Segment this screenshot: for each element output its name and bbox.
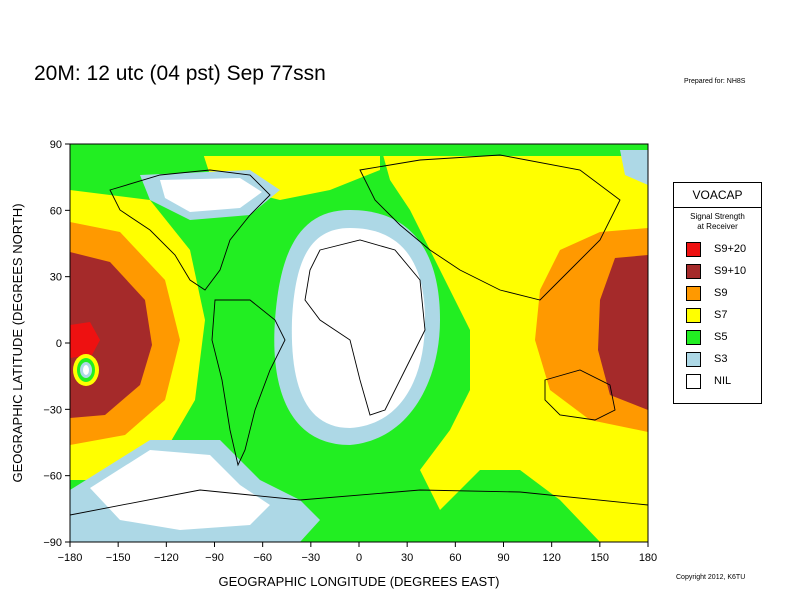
legend-item-s9plus10: S9+10 — [674, 260, 761, 282]
legend-item-s5: S5 — [674, 326, 761, 348]
s9plus20-region-west — [70, 322, 100, 358]
s9plus10-region-east — [598, 255, 648, 410]
legend-label: S3 — [714, 353, 728, 365]
nil-region-north — [160, 178, 262, 212]
prepared-for-note: Prepared for: NH8S — [684, 78, 746, 85]
x-tick-label: 120 — [542, 552, 560, 564]
s3-region-northeast — [620, 150, 648, 185]
legend-item-s7: S7 — [674, 304, 761, 326]
y-tick-label: 0 — [56, 338, 62, 350]
y-tick-label: −90 — [43, 537, 62, 549]
nil-region-south — [90, 450, 270, 530]
x-tick-label: 60 — [449, 552, 461, 564]
australia-outline — [544, 369, 616, 421]
y-tick-label: −60 — [43, 471, 62, 483]
y-tick-label: 30 — [50, 272, 62, 284]
africa-outline — [304, 239, 426, 416]
page-title: 20M: 12 utc (04 pst) Sep 77ssn — [34, 62, 326, 85]
legend-label: S9+10 — [714, 265, 747, 277]
coastlines — [70, 154, 648, 516]
legend-swatch — [686, 263, 701, 279]
legend-item-s9plus20: S9+20 — [674, 238, 761, 260]
legend-label: S9+20 — [714, 243, 747, 255]
x-tick-label: 90 — [497, 552, 509, 564]
legend-swatch — [686, 241, 701, 257]
x-tick-label: −90 — [205, 552, 224, 564]
antarctica-outline — [70, 489, 648, 516]
legend-subtitle: Signal Strength at Receiver — [674, 212, 761, 232]
legend-swatch — [686, 351, 701, 367]
x-tick-label: 30 — [401, 552, 413, 564]
legend-swatch — [686, 329, 701, 345]
legend-swatch — [686, 373, 701, 389]
legend-item-nil: NIL — [674, 370, 761, 392]
x-ticks: −180 −150 −120 −90 −60 −30 0 30 60 90 120 150 180 — [58, 542, 657, 564]
legend-item-s9: S9 — [674, 282, 761, 304]
x-tick-label: −150 — [106, 552, 131, 564]
x-tick-label: 180 — [639, 552, 657, 564]
legend: VOACAP Signal Strength at Receiver S9+20… — [673, 182, 762, 404]
legend-subtitle-line1: Signal Strength — [690, 212, 745, 221]
y-ticks: 90 60 30 0 −30 −60 −90 — [43, 139, 70, 549]
y-tick-label: −30 — [43, 404, 62, 416]
x-tick-label: −60 — [253, 552, 272, 564]
nil-region-center — [291, 228, 425, 428]
x-tick-label: −30 — [301, 552, 320, 564]
y-tick-label: 90 — [50, 139, 62, 151]
north-america-outline — [109, 169, 271, 291]
legend-label: S7 — [714, 309, 728, 321]
legend-swatch — [686, 307, 701, 323]
legend-label: NIL — [714, 375, 732, 387]
x-tick-label: 0 — [356, 552, 362, 564]
coverage-layer — [70, 144, 648, 542]
y-tick-label: 60 — [50, 205, 62, 217]
patch-core — [83, 365, 89, 375]
legend-item-s3: S3 — [674, 348, 761, 370]
legend-label: S5 — [714, 331, 728, 343]
legend-heading: VOACAP — [674, 183, 761, 208]
x-tick-label: −120 — [154, 552, 179, 564]
south-america-outline — [211, 299, 286, 467]
legend-swatch — [686, 285, 701, 301]
eurasia-outline — [359, 154, 621, 301]
y-axis-label: GEOGRAPHIC LATITUDE (DEGREES NORTH) — [10, 203, 25, 482]
x-tick-label: 150 — [591, 552, 609, 564]
s5-top — [70, 144, 648, 156]
legend-subtitle-line2: at Receiver — [697, 222, 738, 231]
legend-label: S9 — [714, 287, 728, 299]
x-axis-label: GEOGRAPHIC LONGITUDE (DEGREES EAST) — [219, 574, 500, 589]
copyright-note: Copyright 2012, K6TU — [676, 574, 746, 581]
x-tick-label: −180 — [58, 552, 83, 564]
